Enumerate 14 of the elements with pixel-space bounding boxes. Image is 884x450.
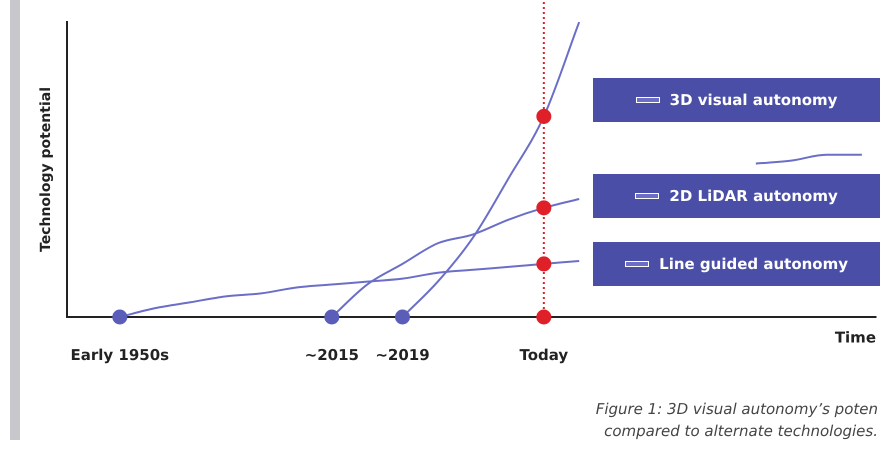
caption: Figure 1: 3D visual autonomy’s poten bbox=[596, 399, 878, 420]
legend-label: 3D visual autonomy bbox=[670, 91, 838, 110]
legend-label: 2D LiDAR autonomy bbox=[669, 187, 838, 206]
text: compared to alternate technologies. bbox=[603, 421, 878, 442]
name-box: Line guided autonomy bbox=[593, 242, 880, 286]
y-axis-title: Technology potential bbox=[38, 86, 54, 252]
x-tick-label: Early 1950s bbox=[70, 346, 170, 364]
x-tick-label: Today bbox=[519, 346, 568, 364]
x-axis-title: Time bbox=[834, 328, 876, 346]
legend-label: Line guided autonomy bbox=[659, 254, 848, 273]
x-tick-label: ~2019 bbox=[375, 346, 430, 364]
name-box: 3D visual autonomy bbox=[593, 78, 880, 122]
x-tick-label: ~2015 bbox=[304, 346, 359, 364]
name-box: 2D LiDAR autonomy bbox=[593, 174, 880, 218]
